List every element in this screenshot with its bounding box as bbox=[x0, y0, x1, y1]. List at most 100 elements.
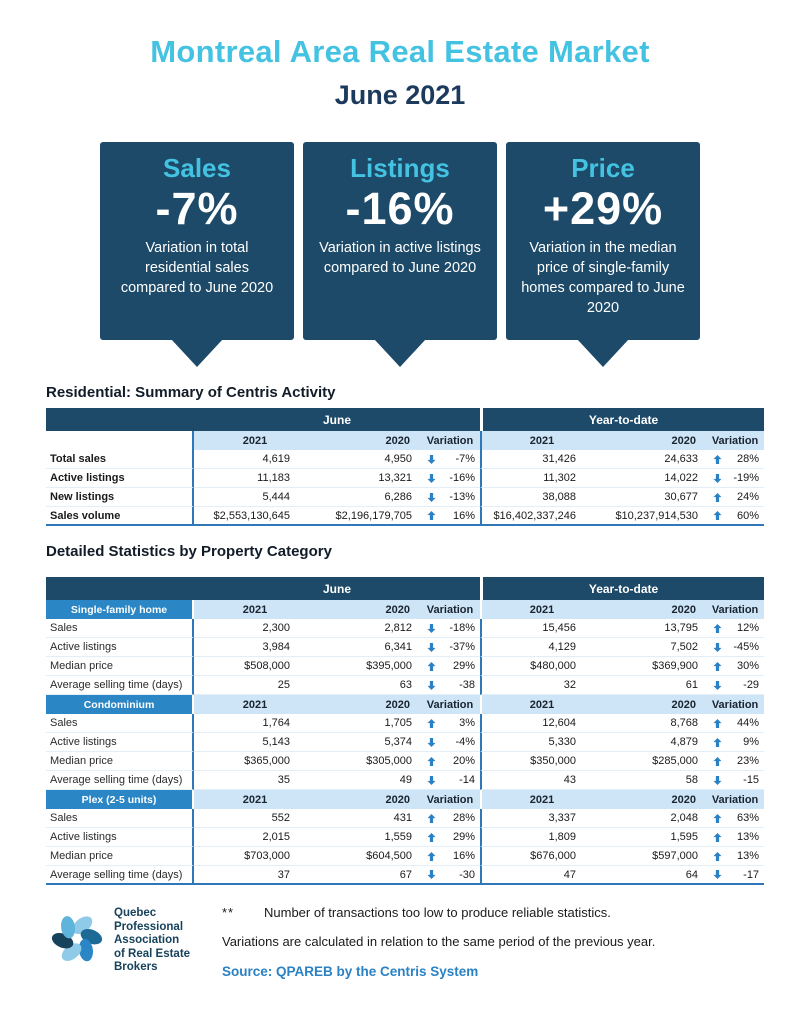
callout-value: -16% bbox=[345, 183, 455, 234]
variation-value: -45% bbox=[733, 641, 760, 653]
page-title: Montreal Area Real Estate Market bbox=[150, 34, 650, 69]
callout-label: Sales bbox=[163, 153, 231, 183]
down-arrow-icon bbox=[713, 775, 722, 785]
row-label: Sales bbox=[46, 714, 194, 733]
category-header-row: Plex (2-5 units) 2021 2020 Variation 2021 202… bbox=[46, 790, 765, 809]
variation-cell: 9% bbox=[706, 733, 765, 752]
june-2020-value: 5,374 bbox=[316, 733, 420, 752]
variation-value: -4% bbox=[455, 736, 476, 748]
qpareb-logo-text: Quebec Professional Association of Real … bbox=[114, 907, 190, 975]
variation-value: 9% bbox=[743, 736, 760, 748]
variation-wrap: 12% bbox=[706, 622, 764, 634]
table-row: Sales 552 431 28% 3,337 2,048 63% bbox=[46, 809, 765, 828]
up-arrow-icon bbox=[713, 454, 722, 464]
ytd-2021-value: 32 bbox=[480, 676, 603, 695]
down-arrow-icon bbox=[713, 870, 722, 879]
june-2021-value: 3,984 bbox=[194, 638, 316, 657]
june-2021-value: 5,444 bbox=[194, 488, 316, 507]
ytd-2021-value: $676,000 bbox=[480, 847, 603, 866]
down-arrow-icon bbox=[427, 680, 436, 690]
june-group-header: June bbox=[194, 577, 481, 600]
ytd-2021-value: 38,088 bbox=[480, 488, 603, 507]
row-label: Median price bbox=[46, 657, 194, 676]
variation-cell: -38 bbox=[420, 676, 481, 695]
table-row: Total sales 4,619 4,950 -7% 31,426 24,633 28% bbox=[46, 450, 765, 469]
variation-wrap: 29% bbox=[420, 831, 480, 843]
june-2021-value: 2,300 bbox=[194, 619, 316, 638]
variation-cell: 29% bbox=[420, 828, 481, 847]
footnote-text: Number of transactions too low to produc… bbox=[264, 905, 611, 920]
table-row: Median price $365,000 $305,000 20% $350,000 $… bbox=[46, 752, 765, 771]
down-arrow-icon bbox=[427, 473, 436, 483]
callout-description: Variation in the median price of single-… bbox=[521, 240, 685, 317]
up-arrow-icon bbox=[427, 813, 436, 823]
ytd-2020-value: 30,677 bbox=[602, 488, 707, 507]
variation-wrap: -45% bbox=[706, 641, 764, 653]
ytd-2020-value: 14,022 bbox=[602, 469, 707, 488]
june-2021-header: 2021 bbox=[194, 600, 316, 619]
june-2020-value: $395,000 bbox=[316, 657, 420, 676]
variation-wrap: -18% bbox=[420, 622, 480, 634]
table-row: Average selling time (days) 35 49 -14 43 58 -1… bbox=[46, 771, 765, 790]
variation-wrap: -13% bbox=[420, 491, 480, 503]
up-arrow-icon bbox=[713, 511, 722, 520]
footnote-marker: ** bbox=[222, 905, 235, 920]
table-row: New listings 5,444 6,286 -13% 38,088 30,677 24… bbox=[46, 488, 765, 507]
ytd-2020-value: $369,900 bbox=[602, 657, 707, 676]
up-arrow-icon bbox=[713, 832, 722, 842]
qpareb-logo bbox=[51, 916, 103, 962]
june-2020-header: 2020 bbox=[316, 790, 420, 809]
table-corner bbox=[46, 577, 194, 600]
up-arrow-icon bbox=[427, 832, 436, 842]
table-row: Active listings 5,143 5,374 -4% 5,330 4,879 9% bbox=[46, 733, 765, 752]
ytd-2021-value: 15,456 bbox=[480, 619, 603, 638]
ytd-2020-value: 8,768 bbox=[602, 714, 707, 733]
ytd-2020-value: $597,000 bbox=[602, 847, 707, 866]
variation-value: 20% bbox=[453, 755, 476, 767]
june-2021-value: 2,015 bbox=[194, 828, 316, 847]
june-2021-value: 4,619 bbox=[194, 450, 316, 469]
june-2020-value: $305,000 bbox=[316, 752, 420, 771]
variation-wrap: 23% bbox=[706, 755, 764, 767]
variation-value: -30 bbox=[459, 868, 476, 881]
down-arrow-icon bbox=[427, 492, 436, 502]
variation-wrap: 16% bbox=[420, 850, 480, 862]
table-row: Median price $508,000 $395,000 29% $480,000 $… bbox=[46, 657, 765, 676]
row-label: Average selling time (days) bbox=[46, 676, 194, 695]
variation-wrap: 63% bbox=[706, 812, 764, 824]
variation-wrap: -30 bbox=[420, 869, 480, 881]
variation-cell: 60% bbox=[706, 507, 765, 526]
variation-wrap: 13% bbox=[706, 831, 764, 843]
up-arrow-icon bbox=[427, 511, 436, 520]
logo-text-line: Association bbox=[114, 934, 180, 947]
variation-wrap: 9% bbox=[706, 736, 764, 748]
variation-value: 3% bbox=[459, 717, 476, 729]
ytd-2021-value: 1,809 bbox=[480, 828, 603, 847]
down-arrow-icon bbox=[427, 642, 436, 652]
logo-text-line: Professional bbox=[114, 920, 184, 933]
row-label: Active listings bbox=[46, 733, 194, 752]
variation-value: -29 bbox=[743, 679, 760, 691]
ytd-2020-header: 2020 bbox=[602, 790, 707, 809]
row-label: Sales bbox=[46, 809, 194, 828]
source-line: Source: QPAREB by the Centris System bbox=[222, 964, 479, 979]
variation-cell: 23% bbox=[706, 752, 765, 771]
variation-value: 60% bbox=[737, 509, 760, 522]
june-2020-header: 2020 bbox=[316, 600, 420, 619]
table-row: Average selling time (days) 37 67 -30 47 64 -1… bbox=[46, 866, 765, 885]
ytd-variation-header: Variation bbox=[706, 431, 765, 450]
up-arrow-icon bbox=[427, 661, 436, 671]
variation-wrap: 28% bbox=[706, 453, 764, 465]
up-arrow-icon bbox=[713, 623, 722, 633]
down-arrow-icon bbox=[713, 473, 722, 483]
variation-value: -15 bbox=[743, 774, 760, 786]
variation-cell: 16% bbox=[420, 847, 481, 866]
ytd-2021-value: $480,000 bbox=[480, 657, 603, 676]
down-arrow-icon bbox=[427, 623, 436, 633]
variation-wrap: 13% bbox=[706, 850, 764, 862]
variation-value: -14 bbox=[459, 774, 476, 786]
variation-cell: -16% bbox=[420, 469, 481, 488]
callout-description: Variation in total residential sales com… bbox=[120, 240, 274, 297]
variation-cell: -14 bbox=[420, 771, 481, 790]
variation-value: -38 bbox=[459, 679, 476, 691]
